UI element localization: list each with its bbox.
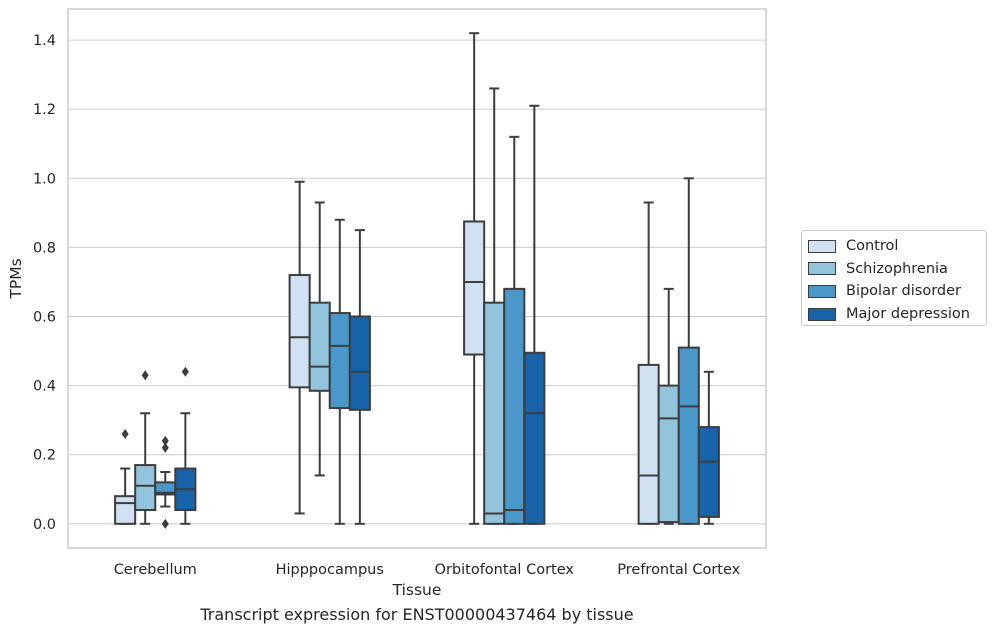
outlier-marker: [181, 366, 189, 377]
box-schizophrenia: [483, 301, 506, 525]
legend-item: Bipolar disorder: [808, 280, 986, 303]
y-tick-label: 1.4: [33, 33, 56, 49]
y-tick-label: 0.2: [33, 448, 56, 464]
legend-item: Major depression: [808, 303, 986, 326]
box-bipolar-disorder: [328, 312, 351, 410]
legend-label: Control: [846, 238, 899, 255]
outlier-marker: [141, 370, 149, 381]
box-major-depression: [348, 315, 371, 411]
box-control: [637, 363, 660, 525]
y-axis-label: TPMs: [7, 258, 25, 299]
box-schizophrenia: [134, 464, 157, 511]
legend-label: Bipolar disorder: [846, 283, 961, 300]
box-major-depression: [523, 351, 546, 525]
legend-swatch: [808, 307, 836, 321]
legend-item: Control: [808, 235, 986, 258]
y-tick-label: 1.2: [33, 102, 56, 118]
y-tick-label: 0.0: [33, 517, 56, 533]
box-bipolar-disorder: [503, 287, 526, 525]
legend-label: Major depression: [846, 306, 970, 323]
legend-swatch: [808, 262, 836, 276]
box-bipolar-disorder: [677, 346, 700, 525]
y-tick-label: 0.8: [33, 240, 56, 256]
outlier-marker: [161, 435, 169, 446]
outlier-marker: [161, 518, 169, 529]
y-tick-label: 0.4: [33, 379, 56, 395]
figure-caption: Transcript expression for ENST0000043746…: [200, 605, 634, 624]
legend: Control Schizophrenia Bipolar disorder Majo…: [801, 230, 987, 326]
plot-frame: [67, 8, 767, 549]
outlier-marker: [121, 428, 129, 439]
x-tick-label: Orbitofontal Cortex: [435, 562, 575, 578]
box-major-depression: [697, 426, 720, 518]
y-tick-label: 0.6: [33, 310, 56, 326]
x-axis-label: Tissue: [392, 581, 442, 599]
box-schizophrenia: [308, 301, 331, 392]
x-tick-label: Cerebellum: [114, 562, 197, 578]
x-tick-label: Prefrontal Cortex: [617, 562, 740, 578]
box-schizophrenia: [657, 384, 680, 524]
legend-label: Schizophrenia: [846, 260, 948, 277]
box-control: [114, 495, 137, 525]
legend-item: Schizophrenia: [808, 258, 986, 281]
box-control: [463, 220, 486, 356]
box-control: [288, 274, 311, 389]
y-tick-label: 1.0: [33, 171, 56, 187]
legend-swatch: [808, 284, 836, 298]
x-tick-label: Hipppocampus: [276, 562, 384, 578]
legend-swatch: [808, 239, 836, 253]
outlier-marker: [161, 442, 169, 453]
